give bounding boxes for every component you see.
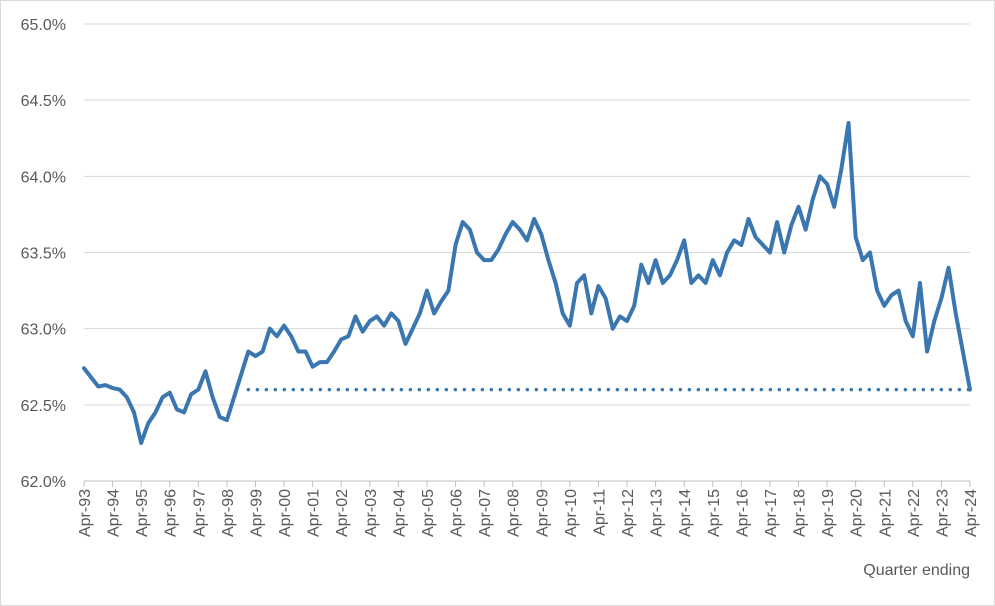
x-tick-label: Apr-94: [106, 489, 123, 537]
x-tick-label: Apr-02: [334, 489, 351, 537]
y-tick-label: 63.5%: [21, 246, 66, 263]
x-tick-label: Apr-93: [77, 489, 94, 537]
x-tick-label: Apr-18: [792, 489, 809, 537]
x-tick-label: Apr-97: [191, 489, 208, 537]
x-tick-label: Apr-01: [306, 489, 323, 537]
x-tick-label: Apr-24: [963, 489, 980, 537]
x-tick-label: Apr-05: [420, 489, 437, 537]
x-tick-label: Apr-13: [649, 489, 666, 537]
x-tick-label: Apr-20: [849, 489, 866, 537]
x-tick-label: Apr-17: [763, 489, 780, 537]
x-tick-label: Apr-21: [877, 489, 894, 537]
data-line: [82, 121, 972, 445]
x-tick-label: Apr-95: [134, 489, 151, 537]
x-tick-label: Apr-09: [534, 489, 551, 537]
x-tick-label: Apr-03: [363, 489, 380, 537]
y-tick-label: 64.5%: [21, 93, 66, 110]
y-tick-label: 64.0%: [21, 169, 66, 186]
x-tick-label: Apr-96: [163, 489, 180, 537]
x-tick-label: Apr-98: [220, 489, 237, 537]
x-tick-label: Apr-15: [706, 489, 723, 537]
x-tick-label: Apr-04: [391, 489, 408, 537]
y-tick-label: 62.0%: [21, 474, 66, 491]
x-tick-label: Apr-14: [677, 489, 694, 537]
x-tick-label: Apr-11: [591, 489, 608, 536]
y-tick-label: 65.0%: [21, 17, 66, 34]
x-tick-label: Apr-22: [906, 489, 923, 537]
x-tick-label: Apr-12: [620, 489, 637, 537]
x-tick-label: Apr-08: [506, 489, 523, 537]
x-tick-label: Apr-00: [277, 489, 294, 537]
x-tick-label: Apr-23: [934, 489, 951, 537]
y-tick-label: 63.0%: [21, 322, 66, 339]
x-axis-label: Quarter ending: [863, 562, 970, 579]
x-tick-label: Apr-99: [248, 489, 265, 537]
x-tick-label: Apr-06: [449, 489, 466, 537]
x-tick-label: Apr-07: [477, 489, 494, 537]
x-tick-label: Apr-10: [563, 489, 580, 537]
x-tick-label: Apr-16: [734, 489, 751, 537]
x-tick-label: Apr-19: [820, 489, 837, 537]
y-tick-label: 62.5%: [21, 398, 66, 415]
